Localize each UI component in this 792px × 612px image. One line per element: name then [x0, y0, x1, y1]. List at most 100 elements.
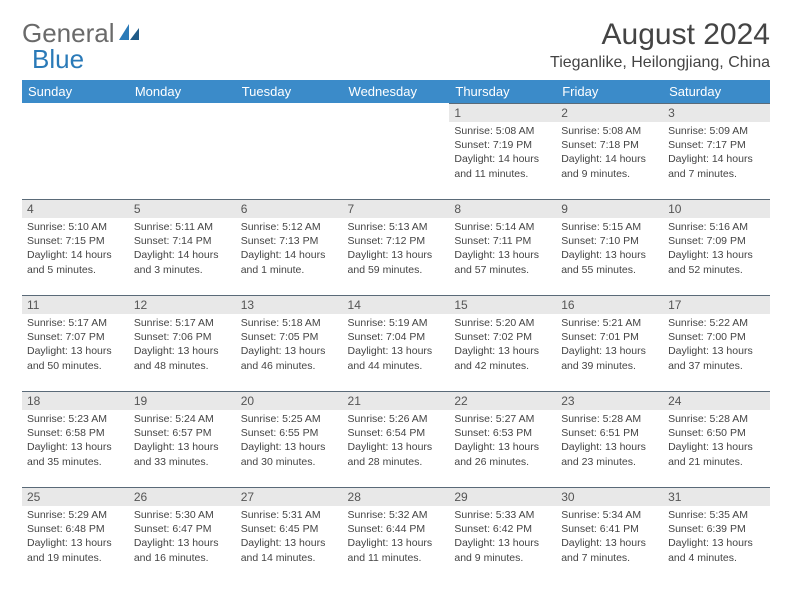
sunrise-line: Sunrise: 5:26 AM [348, 412, 445, 426]
calendar-cell: 9Sunrise: 5:15 AMSunset: 7:10 PMDaylight… [556, 199, 663, 295]
weekday-header-row: Sunday Monday Tuesday Wednesday Thursday… [22, 80, 770, 103]
sunset-line: Sunset: 7:01 PM [561, 330, 658, 344]
daylight-line-1: Daylight: 14 hours [134, 248, 231, 262]
weekday-header: Friday [556, 80, 663, 103]
daylight-line-1: Daylight: 13 hours [561, 440, 658, 454]
calendar-cell: 4Sunrise: 5:10 AMSunset: 7:15 PMDaylight… [22, 199, 129, 295]
sunset-line: Sunset: 6:50 PM [668, 426, 765, 440]
sunset-line: Sunset: 6:55 PM [241, 426, 338, 440]
day-number: 28 [343, 487, 450, 506]
day-details: Sunrise: 5:30 AMSunset: 6:47 PMDaylight:… [129, 506, 236, 565]
daylight-line-2: and 9 minutes. [561, 167, 658, 181]
day-details: Sunrise: 5:08 AMSunset: 7:18 PMDaylight:… [556, 122, 663, 181]
daylight-line-2: and 19 minutes. [27, 551, 124, 565]
day-number: 8 [449, 199, 556, 218]
calendar-cell: 6Sunrise: 5:12 AMSunset: 7:13 PMDaylight… [236, 199, 343, 295]
daylight-line-2: and 55 minutes. [561, 263, 658, 277]
day-details: Sunrise: 5:13 AMSunset: 7:12 PMDaylight:… [343, 218, 450, 277]
calendar-cell: 8Sunrise: 5:14 AMSunset: 7:11 PMDaylight… [449, 199, 556, 295]
daylight-line-1: Daylight: 14 hours [27, 248, 124, 262]
sunrise-line: Sunrise: 5:34 AM [561, 508, 658, 522]
day-details: Sunrise: 5:27 AMSunset: 6:53 PMDaylight:… [449, 410, 556, 469]
sunset-line: Sunset: 7:07 PM [27, 330, 124, 344]
daylight-line-2: and 16 minutes. [134, 551, 231, 565]
daylight-line-1: Daylight: 14 hours [454, 152, 551, 166]
day-details: Sunrise: 5:15 AMSunset: 7:10 PMDaylight:… [556, 218, 663, 277]
daylight-line-1: Daylight: 13 hours [27, 344, 124, 358]
daylight-line-2: and 26 minutes. [454, 455, 551, 469]
sunrise-line: Sunrise: 5:15 AM [561, 220, 658, 234]
daylight-line-2: and 39 minutes. [561, 359, 658, 373]
sunrise-line: Sunrise: 5:18 AM [241, 316, 338, 330]
calendar-cell: 31Sunrise: 5:35 AMSunset: 6:39 PMDayligh… [663, 487, 770, 583]
daylight-line-2: and 21 minutes. [668, 455, 765, 469]
calendar-cell: 10Sunrise: 5:16 AMSunset: 7:09 PMDayligh… [663, 199, 770, 295]
calendar-cell: 22Sunrise: 5:27 AMSunset: 6:53 PMDayligh… [449, 391, 556, 487]
header: General August 2024 Tieganlike, Heilongj… [22, 18, 770, 72]
sunset-line: Sunset: 7:10 PM [561, 234, 658, 248]
daylight-line-2: and 4 minutes. [668, 551, 765, 565]
sunset-line: Sunset: 7:14 PM [134, 234, 231, 248]
sunset-line: Sunset: 7:13 PM [241, 234, 338, 248]
sunset-line: Sunset: 6:45 PM [241, 522, 338, 536]
title-block: August 2024 Tieganlike, Heilongjiang, Ch… [550, 18, 770, 72]
daylight-line-2: and 33 minutes. [134, 455, 231, 469]
sunrise-line: Sunrise: 5:33 AM [454, 508, 551, 522]
calendar-cell: 14Sunrise: 5:19 AMSunset: 7:04 PMDayligh… [343, 295, 450, 391]
daylight-line-2: and 30 minutes. [241, 455, 338, 469]
sunset-line: Sunset: 7:09 PM [668, 234, 765, 248]
day-number: 6 [236, 199, 343, 218]
day-number: 7 [343, 199, 450, 218]
daylight-line-2: and 35 minutes. [27, 455, 124, 469]
sunrise-line: Sunrise: 5:08 AM [454, 124, 551, 138]
day-details: Sunrise: 5:20 AMSunset: 7:02 PMDaylight:… [449, 314, 556, 373]
month-title: August 2024 [550, 18, 770, 52]
logo-sail-icon [119, 24, 141, 47]
weekday-header: Saturday [663, 80, 770, 103]
daylight-line-1: Daylight: 13 hours [134, 344, 231, 358]
day-details: Sunrise: 5:09 AMSunset: 7:17 PMDaylight:… [663, 122, 770, 181]
daylight-line-1: Daylight: 13 hours [668, 536, 765, 550]
daylight-line-1: Daylight: 13 hours [241, 440, 338, 454]
sunrise-line: Sunrise: 5:19 AM [348, 316, 445, 330]
day-number: 17 [663, 295, 770, 314]
sunrise-line: Sunrise: 5:14 AM [454, 220, 551, 234]
day-details: Sunrise: 5:31 AMSunset: 6:45 PMDaylight:… [236, 506, 343, 565]
day-details: Sunrise: 5:23 AMSunset: 6:58 PMDaylight:… [22, 410, 129, 469]
day-details: Sunrise: 5:12 AMSunset: 7:13 PMDaylight:… [236, 218, 343, 277]
sunrise-line: Sunrise: 5:12 AM [241, 220, 338, 234]
daylight-line-2: and 7 minutes. [561, 551, 658, 565]
day-details: Sunrise: 5:24 AMSunset: 6:57 PMDaylight:… [129, 410, 236, 469]
sunset-line: Sunset: 6:53 PM [454, 426, 551, 440]
sunrise-line: Sunrise: 5:16 AM [668, 220, 765, 234]
calendar-cell: 3Sunrise: 5:09 AMSunset: 7:17 PMDaylight… [663, 103, 770, 199]
sunset-line: Sunset: 7:12 PM [348, 234, 445, 248]
calendar-cell: 13Sunrise: 5:18 AMSunset: 7:05 PMDayligh… [236, 295, 343, 391]
daylight-line-1: Daylight: 13 hours [27, 440, 124, 454]
daylight-line-1: Daylight: 13 hours [668, 248, 765, 262]
sunrise-line: Sunrise: 5:27 AM [454, 412, 551, 426]
daylight-line-1: Daylight: 13 hours [348, 440, 445, 454]
daylight-line-2: and 44 minutes. [348, 359, 445, 373]
sunrise-line: Sunrise: 5:21 AM [561, 316, 658, 330]
calendar-cell: 15Sunrise: 5:20 AMSunset: 7:02 PMDayligh… [449, 295, 556, 391]
sunset-line: Sunset: 7:05 PM [241, 330, 338, 344]
calendar-body: 1Sunrise: 5:08 AMSunset: 7:19 PMDaylight… [22, 103, 770, 583]
calendar-cell: 1Sunrise: 5:08 AMSunset: 7:19 PMDaylight… [449, 103, 556, 199]
sunrise-line: Sunrise: 5:28 AM [668, 412, 765, 426]
daylight-line-1: Daylight: 13 hours [27, 536, 124, 550]
daylight-line-1: Daylight: 14 hours [241, 248, 338, 262]
day-number: 9 [556, 199, 663, 218]
calendar-cell: 21Sunrise: 5:26 AMSunset: 6:54 PMDayligh… [343, 391, 450, 487]
day-number: 1 [449, 103, 556, 122]
day-details: Sunrise: 5:21 AMSunset: 7:01 PMDaylight:… [556, 314, 663, 373]
calendar-cell: 5Sunrise: 5:11 AMSunset: 7:14 PMDaylight… [129, 199, 236, 295]
day-details: Sunrise: 5:14 AMSunset: 7:11 PMDaylight:… [449, 218, 556, 277]
day-details: Sunrise: 5:28 AMSunset: 6:50 PMDaylight:… [663, 410, 770, 469]
sunset-line: Sunset: 6:47 PM [134, 522, 231, 536]
day-details: Sunrise: 5:18 AMSunset: 7:05 PMDaylight:… [236, 314, 343, 373]
day-details: Sunrise: 5:35 AMSunset: 6:39 PMDaylight:… [663, 506, 770, 565]
daylight-line-2: and 50 minutes. [27, 359, 124, 373]
sunrise-line: Sunrise: 5:29 AM [27, 508, 124, 522]
sunset-line: Sunset: 6:58 PM [27, 426, 124, 440]
